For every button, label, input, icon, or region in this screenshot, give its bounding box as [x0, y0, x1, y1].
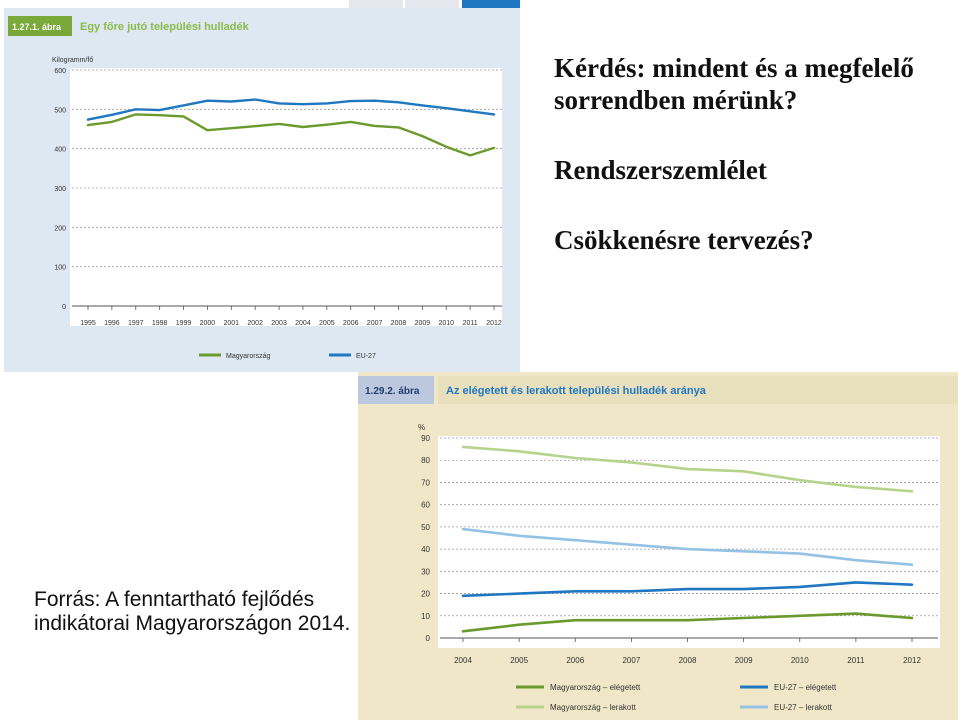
c2-xtick-label: 2006 — [566, 656, 584, 665]
c1-xtick-label: 1998 — [152, 320, 168, 327]
c2-xtick-label: 2007 — [622, 656, 640, 665]
c1-xtick-label: 2011 — [463, 320, 478, 327]
c2-ytick-label: 10 — [421, 612, 430, 621]
c2-series-line-1 — [461, 445, 914, 493]
c1-xtick-label: 2009 — [415, 320, 431, 327]
c2-xtick-label: 2004 — [454, 656, 472, 665]
c2-ytick-label: 0 — [426, 634, 431, 643]
chart2-figure-number: 1.29.2. ábra — [365, 386, 420, 397]
c1-ytick-label: 600 — [54, 68, 66, 75]
c1-xtick-label: 1997 — [128, 320, 144, 327]
c1-xtick-label: 2008 — [391, 320, 407, 327]
chart2-legend-hu-inc: Magyarország – elégetett — [550, 683, 641, 692]
c1-series-line-0 — [86, 113, 496, 157]
chart1-plot-bg — [70, 68, 502, 326]
question-text: Kérdés: mindent és a megfelelő sorrendbe… — [554, 53, 914, 115]
c1-ytick-label: 300 — [54, 186, 66, 193]
c1-xtick-label: 2012 — [486, 320, 502, 327]
c2-xtick-label: 2009 — [735, 656, 753, 665]
chart2-legend-eu-inc: EU-27 – elégetett — [774, 683, 837, 692]
c2-xtick-label: 2012 — [903, 656, 921, 665]
c2-series-line-0 — [461, 612, 914, 633]
c1-ytick-label: 500 — [54, 107, 66, 114]
c2-xtick-label: 2010 — [791, 656, 809, 665]
c1-xtick-label: 2003 — [271, 320, 287, 327]
c2-ytick-label: 70 — [421, 478, 430, 487]
c2-xtick-label: 2005 — [510, 656, 528, 665]
slide-headline: Kérdés: mindent és a megfelelő sorrendbe… — [554, 52, 954, 256]
c1-xtick-label: 1999 — [176, 320, 192, 327]
c2-ytick-label: 20 — [421, 590, 430, 599]
c1-xtick-label: 2006 — [343, 320, 359, 327]
c2-ytick-label: 60 — [421, 501, 430, 510]
concept-text: Rendszerszemlélet — [554, 155, 767, 185]
c1-ytick-label: 400 — [54, 147, 66, 154]
c1-ytick-label: 0 — [62, 304, 66, 311]
c1-xtick-label: 1995 — [80, 320, 96, 327]
c1-xtick-label: 2004 — [295, 320, 311, 327]
c2-series-line-3 — [461, 527, 914, 566]
source-citation: Forrás: A fenntartható fejlődés indikáto… — [34, 588, 351, 635]
c1-xtick-label: 2000 — [200, 320, 216, 327]
chart2-figure-badge — [358, 376, 434, 404]
incinerated-landfilled-chart: 1.29.2. ábra Az elégetett és lerakott te… — [358, 372, 958, 720]
c1-xtick-label: 2002 — [247, 320, 263, 327]
chart1-figure-badge — [8, 16, 72, 36]
c2-xtick-label: 2011 — [847, 656, 865, 665]
c1-xtick-label: 1996 — [104, 320, 120, 327]
c1-ytick-label: 100 — [54, 265, 66, 272]
c2-ytick-label: 90 — [421, 434, 430, 443]
chart1-legend-hu: Magyarország — [226, 353, 270, 360]
c1-xtick-label: 2007 — [367, 320, 383, 327]
chart1-legend-eu: EU-27 — [356, 353, 376, 360]
c2-ytick-label: 40 — [421, 545, 430, 554]
c2-ytick-label: 30 — [421, 567, 430, 576]
c1-series-line-1 — [86, 98, 496, 121]
planning-text: Csökkenésre tervezés? — [554, 225, 814, 255]
chart1-title: Egy főre jutó települési hulladék — [80, 21, 250, 33]
chart2-title: Az elégetett és lerakott települési hull… — [446, 385, 707, 397]
chart2-title-bar — [438, 376, 958, 404]
c1-xtick-label: 2005 — [319, 320, 335, 327]
c2-xtick-label: 2008 — [679, 656, 697, 665]
c2-series-line-2 — [461, 581, 914, 598]
chart2-plot-bg — [438, 436, 940, 648]
chart1-ylabel: Kilogramm/fő — [52, 57, 93, 64]
chart2-ylabel: % — [418, 423, 425, 432]
chart2-legend-eu-land: EU-27 – lerakott — [774, 703, 833, 712]
c2-ytick-label: 50 — [421, 523, 430, 532]
chart1-figure-number: 1.27.1. ábra — [12, 22, 62, 32]
chart2-legend-hu-land: Magyarország – lerakott — [550, 703, 637, 712]
c1-xtick-label: 2001 — [224, 320, 240, 327]
c1-xtick-label: 2010 — [438, 320, 454, 327]
c2-ytick-label: 80 — [421, 456, 430, 465]
waste-per-capita-chart: 1.27.1. ábra Egy főre jutó települési hu… — [4, 0, 520, 372]
c1-ytick-label: 200 — [54, 225, 66, 232]
